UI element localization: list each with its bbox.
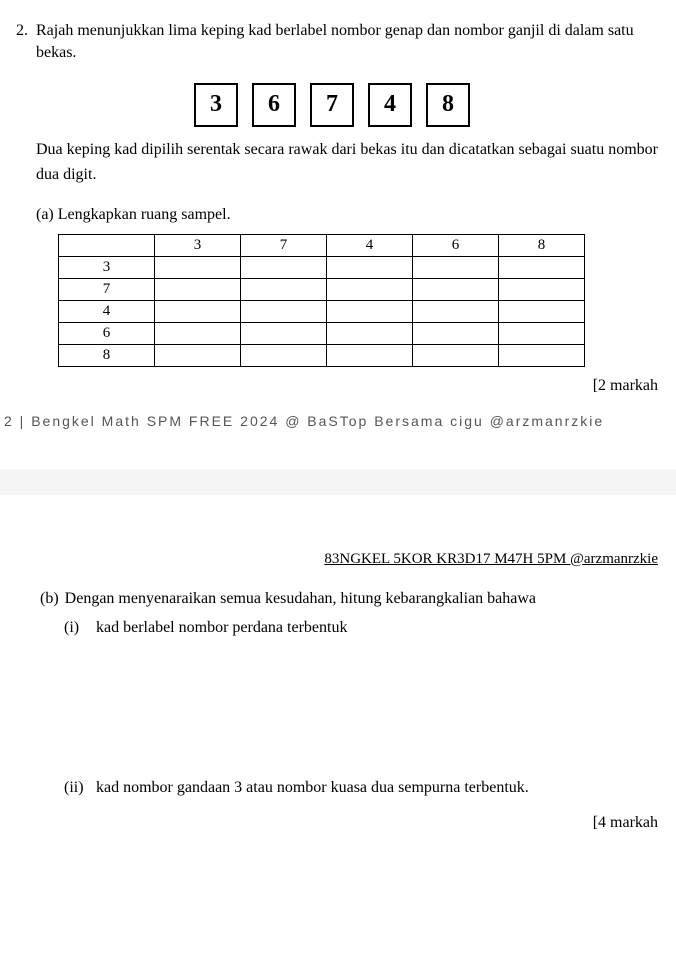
part-a-marks: [2 markah [6, 377, 658, 395]
table-row: 6 [59, 322, 585, 344]
table-cell [327, 256, 413, 278]
part-b-heading: (b) Dengan menyenaraikan semua kesudahan… [40, 586, 654, 612]
table-cell [499, 322, 585, 344]
table-cell [155, 344, 241, 366]
part-a-text: Lengkapkan ruang sampel. [58, 206, 231, 223]
table-row: 3 [59, 256, 585, 278]
question-number: 2. [6, 20, 28, 42]
table-cell [241, 300, 327, 322]
part-b-item-i: (i) kad berlabel nombor perdana terbentu… [40, 615, 654, 641]
table-cell: 6 [59, 322, 155, 344]
table-cell: 3 [155, 234, 241, 256]
question-body: Dua keping kad dipilih serentak secara r… [6, 137, 658, 367]
table-cell: 6 [413, 234, 499, 256]
question-2: 2. Rajah menunjukkan lima keping kad ber… [0, 20, 676, 395]
table-cell [413, 256, 499, 278]
part-a-heading: (a) Lengkapkan ruang sampel. [36, 202, 658, 228]
page-header-link: 83NGKEL 5KOR KR3D17 M47H 5PM @arzmanrzki… [6, 551, 658, 568]
table-cell [499, 256, 585, 278]
table-row: 7 [59, 278, 585, 300]
table-cell: 3 [59, 256, 155, 278]
table-cell [327, 300, 413, 322]
answer-space [40, 641, 654, 771]
sample-space-table: 3 7 4 6 8 3 7 [58, 234, 585, 367]
part-b-i-text: kad berlabel nombor perdana terbentuk [96, 615, 347, 641]
table-cell [59, 234, 155, 256]
table-header-row: 3 7 4 6 8 [59, 234, 585, 256]
sample-space-table-wrap: 3 7 4 6 8 3 7 [36, 234, 658, 367]
worksheet-page: 2. Rajah menunjukkan lima keping kad ber… [0, 0, 676, 872]
table-cell: 4 [327, 234, 413, 256]
part-b-item-ii: (ii) kad nombor gandaan 3 atau nombor ku… [40, 775, 654, 801]
table-cell: 4 [59, 300, 155, 322]
part-b-block: (b) Dengan menyenaraikan semua kesudahan… [6, 586, 658, 801]
table-cell [155, 300, 241, 322]
question-continuation-text: Dua keping kad dipilih serentak secara r… [36, 137, 658, 188]
table-cell [413, 322, 499, 344]
table-cell [327, 278, 413, 300]
number-card: 3 [194, 83, 238, 127]
part-b-text: Dengan menyenaraikan semua kesudahan, hi… [65, 586, 654, 612]
table-cell [499, 300, 585, 322]
table-cell [413, 300, 499, 322]
table-row: 4 [59, 300, 585, 322]
table-cell [241, 344, 327, 366]
table-cell [499, 278, 585, 300]
part-b-i-label: (i) [64, 615, 88, 641]
table-cell: 8 [499, 234, 585, 256]
table-cell: 8 [59, 344, 155, 366]
table-cell [241, 322, 327, 344]
number-card: 4 [368, 83, 412, 127]
number-card: 6 [252, 83, 296, 127]
table-cell: 7 [241, 234, 327, 256]
number-card: 7 [310, 83, 354, 127]
part-b-ii-label: (ii) [64, 775, 88, 801]
part-a-label: (a) [36, 206, 54, 223]
table-cell: 7 [59, 278, 155, 300]
table-cell [155, 278, 241, 300]
table-cell [499, 344, 585, 366]
part-b-ii-text: kad nombor gandaan 3 atau nombor kuasa d… [96, 775, 529, 801]
page-divider-band [0, 469, 676, 495]
table-cell [413, 344, 499, 366]
table-cell [155, 322, 241, 344]
part-b-label: (b) [40, 586, 59, 612]
table-cell [241, 278, 327, 300]
part-b-marks: [4 markah [6, 814, 658, 832]
table-cell [413, 278, 499, 300]
table-cell [241, 256, 327, 278]
table-cell [327, 344, 413, 366]
number-card: 8 [426, 83, 470, 127]
question-intro-text: Rajah menunjukkan lima keping kad berlab… [36, 20, 658, 65]
cards-row: 3 6 7 4 8 [6, 83, 658, 127]
table-row: 8 [59, 344, 585, 366]
page-footer: 2 | Bengkel Math SPM FREE 2024 @ BaSTop … [0, 395, 676, 429]
table-cell [327, 322, 413, 344]
question-header-row: 2. Rajah menunjukkan lima keping kad ber… [6, 20, 658, 65]
next-page-section: 83NGKEL 5KOR KR3D17 M47H 5PM @arzmanrzki… [0, 551, 676, 833]
table-cell [155, 256, 241, 278]
